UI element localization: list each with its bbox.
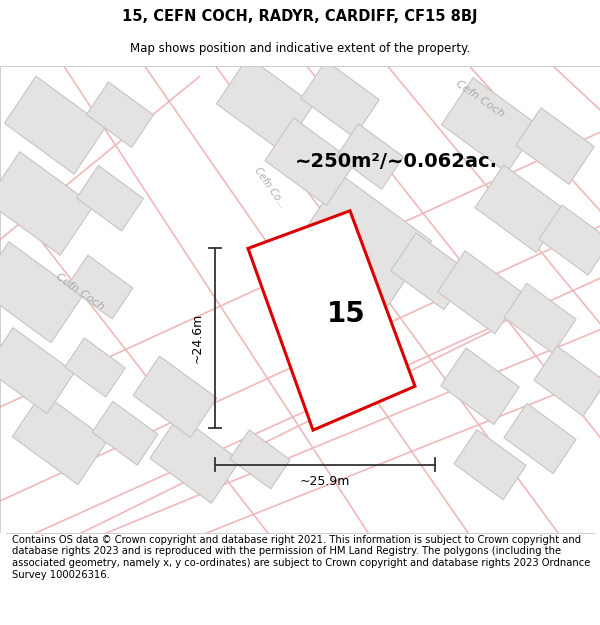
Polygon shape bbox=[86, 82, 154, 148]
Polygon shape bbox=[298, 175, 431, 305]
Polygon shape bbox=[230, 430, 290, 489]
Polygon shape bbox=[150, 416, 240, 503]
Text: Contains OS data © Crown copyright and database right 2021. This information is : Contains OS data © Crown copyright and d… bbox=[12, 535, 590, 580]
Polygon shape bbox=[337, 124, 403, 189]
Polygon shape bbox=[13, 392, 107, 485]
Polygon shape bbox=[67, 255, 133, 319]
Text: 15, CEFN COCH, RADYR, CARDIFF, CF15 8BJ: 15, CEFN COCH, RADYR, CARDIFF, CF15 8BJ bbox=[122, 9, 478, 24]
Polygon shape bbox=[0, 152, 94, 255]
Text: Cefn Coch: Cefn Coch bbox=[54, 272, 106, 312]
Polygon shape bbox=[539, 205, 600, 275]
Polygon shape bbox=[504, 283, 576, 354]
Text: 15: 15 bbox=[327, 299, 366, 328]
Text: Cefn Coch: Cefn Coch bbox=[454, 79, 506, 119]
Text: Cefn Co...: Cefn Co... bbox=[252, 166, 288, 210]
Text: ~25.9m: ~25.9m bbox=[300, 475, 350, 488]
Polygon shape bbox=[0, 328, 74, 414]
Polygon shape bbox=[4, 76, 106, 174]
Polygon shape bbox=[92, 401, 158, 465]
Polygon shape bbox=[454, 429, 526, 500]
Polygon shape bbox=[248, 211, 415, 430]
Polygon shape bbox=[516, 107, 594, 184]
Polygon shape bbox=[475, 165, 565, 252]
Text: ~250m²/~0.062ac.: ~250m²/~0.062ac. bbox=[295, 152, 498, 171]
Polygon shape bbox=[391, 233, 469, 309]
Polygon shape bbox=[217, 57, 314, 152]
Polygon shape bbox=[0, 242, 83, 342]
Text: Map shows position and indicative extent of the property.: Map shows position and indicative extent… bbox=[130, 42, 470, 54]
Polygon shape bbox=[133, 356, 217, 437]
Polygon shape bbox=[301, 61, 379, 138]
Polygon shape bbox=[504, 403, 576, 474]
Polygon shape bbox=[437, 251, 523, 334]
Text: ~24.6m: ~24.6m bbox=[191, 313, 203, 363]
Polygon shape bbox=[77, 166, 143, 231]
Polygon shape bbox=[442, 78, 539, 172]
Polygon shape bbox=[265, 118, 355, 206]
Polygon shape bbox=[441, 348, 519, 424]
Polygon shape bbox=[65, 338, 125, 397]
Polygon shape bbox=[534, 346, 600, 416]
